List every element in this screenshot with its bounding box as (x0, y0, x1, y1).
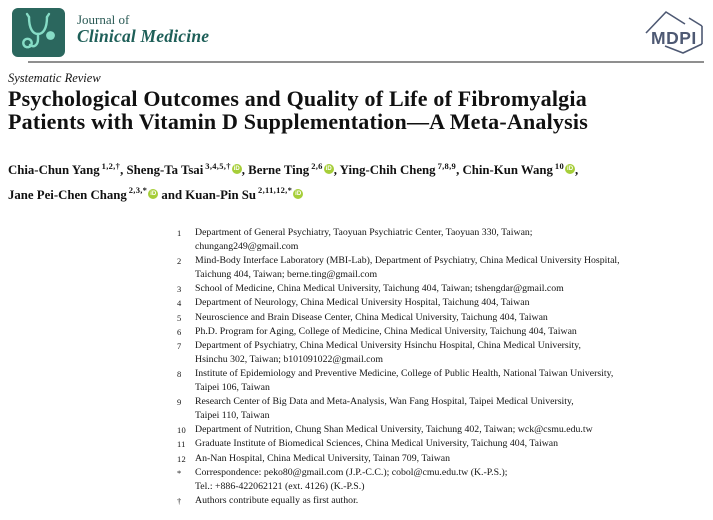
affiliation-marker: 1 (177, 228, 182, 238)
author-affiliation-sup: 2,3,* (128, 185, 148, 196)
section-label: Systematic Review (8, 71, 101, 85)
affiliation-marker: 4 (177, 298, 182, 309)
affiliation-marker: 12 (177, 453, 186, 464)
author-list: Chia-Chun Yang 1,2,†, Sheng-Ta Tsai 3,4,5,… (8, 156, 708, 205)
affiliation-text: Ph.D. Program for Aging, College of Medi… (195, 325, 577, 337)
affiliation-item: 6 Ph.D. Program for Aging, College of Med… (177, 325, 705, 339)
affiliation-marker: 3 (177, 284, 182, 295)
author-name: Ying-Chih Cheng (339, 163, 436, 178)
author-separator: , (456, 163, 463, 178)
author-affiliation-sup: 7,8,9 (437, 161, 457, 171)
author-name: Sheng-Ta Tsai (126, 163, 204, 178)
mdpi-wordmark: MDPI (651, 28, 697, 48)
journal-brand: Journal of Clinical Medicine (77, 12, 210, 47)
author-separator: , (575, 163, 579, 178)
affiliation-marker: 9 (177, 397, 182, 408)
affiliation-item: 10 Department of Nutrition, Chung Shan Me… (177, 423, 705, 437)
affiliation-item: 7 Department of Psychiatry, China Medical… (177, 339, 705, 367)
author: Jane Pei-Chen Chang 2,3,* iD and (8, 185, 186, 202)
author: Chia-Chun Yang 1,2,†, (8, 161, 127, 178)
affiliation-text: Department of Nutrition, Chung Shan Medi… (195, 424, 593, 436)
journal-name: Clinical Medicine (77, 26, 210, 47)
affiliation-item: 2 Mind-Body Interface Laboratory (MBI-Lab… (177, 254, 705, 282)
mdpi-logo: MDPI (642, 5, 708, 57)
affiliation-text: Mind-Body Interface Laboratory (MBI-Lab)… (195, 255, 620, 281)
affiliation-text: Institute of Epidemiology and Preventive… (195, 367, 614, 394)
orcid-icon[interactable]: iD (148, 188, 159, 199)
article-title: Psychological Outcomes and Quality of Li… (8, 86, 588, 134)
affiliation-text: Neuroscience and Brain Disease Center, C… (195, 311, 548, 323)
affiliation-marker: 7 (177, 340, 182, 351)
affiliation-marker: 5 (177, 312, 182, 323)
affiliation-text: Research Center of Big Data and Meta-Ana… (195, 396, 574, 422)
affiliation-marker: 11 (177, 439, 186, 450)
author-affiliation-sup: 2,6 (311, 161, 323, 171)
affiliation-text: Department of General Psychiatry, Taoyua… (195, 227, 533, 253)
author-name: Chia-Chun Yang (8, 163, 100, 178)
affiliation-text: Graduate Institute of Biomedical Science… (195, 438, 559, 450)
author-separator: and (158, 187, 186, 202)
affiliation-marker: 6 (177, 326, 182, 337)
affiliation-item: 12 An-Nan Hospital, China Medical Univers… (177, 452, 705, 466)
header-divider (28, 61, 704, 63)
affiliation-item: 11 Graduate Institute of Biomedical Scien… (177, 437, 705, 451)
affiliation-item: 3 School of Medicine, China Medical Unive… (177, 282, 705, 296)
author-affiliation-sup: 1,2,† (101, 161, 121, 171)
author-name: Berne Ting (248, 163, 310, 178)
orcid-icon[interactable]: iD (323, 164, 334, 175)
affiliation-text: Authors contribute equally as first auth… (195, 494, 359, 506)
affiliation-item: † Authors contribute equally as first aut… (177, 494, 705, 508)
author-affiliation-sup: 10 (554, 161, 565, 171)
affiliation-marker: 2 (177, 256, 182, 267)
orcid-icon[interactable]: iD (565, 164, 576, 175)
author: Sheng-Ta Tsai 3,4,5,† iD, (126, 161, 249, 178)
author: Ying-Chih Cheng 7,8,9, (339, 161, 463, 178)
author-affiliation-sup: 3,4,5,† (205, 161, 231, 171)
author-separator: , (120, 163, 127, 178)
author-separator: , (333, 163, 340, 178)
journal-prefix: Journal of (77, 12, 130, 27)
affiliation-text: Correspondence: peko80@gmail.com (J.P.-C… (195, 466, 508, 492)
author-name: Jane Pei-Chen Chang (8, 187, 127, 202)
orcid-icon[interactable]: iD (293, 188, 304, 199)
affiliation-item: * Correspondence: peko80@gmail.com (J.P.-… (177, 466, 705, 494)
affiliation-text: Department of Neurology, China Medical U… (195, 297, 530, 309)
affiliation-marker: * (177, 467, 182, 478)
affiliation-item: 9 Research Center of Big Data and Meta-An… (177, 395, 705, 423)
journal-logo (12, 8, 65, 57)
affiliation-item: 1 Department of General Psychiatry, Taoyu… (177, 226, 705, 254)
author-name: Chin-Kun Wang (462, 163, 553, 178)
affiliation-item: 4 Department of Neurology, China Medical … (177, 296, 705, 310)
affiliation-item: 5 Neuroscience and Brain Disease Center, … (177, 311, 705, 325)
affiliation-list: 1 Department of General Psychiatry, Taoyu… (177, 226, 705, 508)
affiliation-marker: 10 (177, 425, 186, 436)
affiliation-marker: 8 (177, 368, 182, 379)
author-name: Kuan-Pin Su (185, 187, 257, 202)
affiliation-text: School of Medicine, China Medical Univer… (195, 283, 564, 295)
affiliation-text: Department of Psychiatry, China Medical … (195, 339, 581, 365)
affiliation-item: 8 Institute of Epidemiology and Preventiv… (177, 367, 705, 395)
affiliation-marker: † (177, 495, 182, 506)
mdpi-hexagon-icon: MDPI (645, 11, 703, 54)
stethoscope-icon (12, 8, 65, 57)
author: Kuan-Pin Su 2,11,12,* iD (185, 185, 304, 202)
affiliation-text: An-Nan Hospital, China Medical Universit… (195, 452, 451, 464)
author: Chin-Kun Wang 10 iD, (462, 161, 579, 178)
author-affiliation-sup: 2,11,12,* (258, 185, 293, 196)
orcid-icon[interactable]: iD (231, 164, 242, 175)
author-separator: , (241, 163, 249, 178)
author: Berne Ting 2,6 iD, (248, 161, 340, 178)
